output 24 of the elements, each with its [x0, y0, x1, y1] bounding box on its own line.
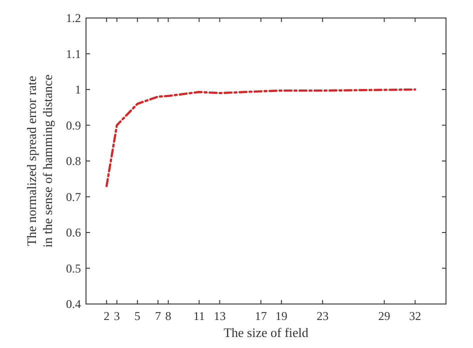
- x-tick-label: 5: [134, 309, 140, 323]
- x-tick-label: 23: [316, 309, 329, 323]
- x-tick-label: 19: [275, 309, 288, 323]
- y-axis-title: The normalized spread error rate in the sense of hamming distance: [24, 74, 55, 248]
- x-axis-title: The size of field: [224, 325, 309, 340]
- line-series: [105, 88, 416, 188]
- x-tick-label: 3: [114, 309, 120, 323]
- y-tick-label: 0.7: [66, 190, 81, 204]
- y-tick-label: 0.8: [66, 154, 81, 168]
- x-tick-label: 29: [378, 309, 390, 323]
- x-tick-label: 2: [104, 309, 110, 323]
- x-tick-label: 13: [214, 309, 226, 323]
- y-tick-label: 0.4: [66, 297, 81, 312]
- x-tick-label: 11: [193, 309, 205, 323]
- y-tick-label: 1: [75, 82, 81, 97]
- x-tick-label: 7: [155, 309, 161, 323]
- x-tick-label: 32: [409, 309, 422, 323]
- x-tick-label: 17: [254, 309, 267, 323]
- y-tick-label: 0.9: [66, 118, 81, 132]
- y-tick-label: 0.5: [66, 261, 81, 276]
- x-tick-label: 8: [165, 309, 172, 323]
- y-tick-label: 1.1: [66, 46, 81, 61]
- y-tick-label: 1.2: [66, 11, 81, 26]
- y-tick-label: 0.6: [66, 226, 81, 240]
